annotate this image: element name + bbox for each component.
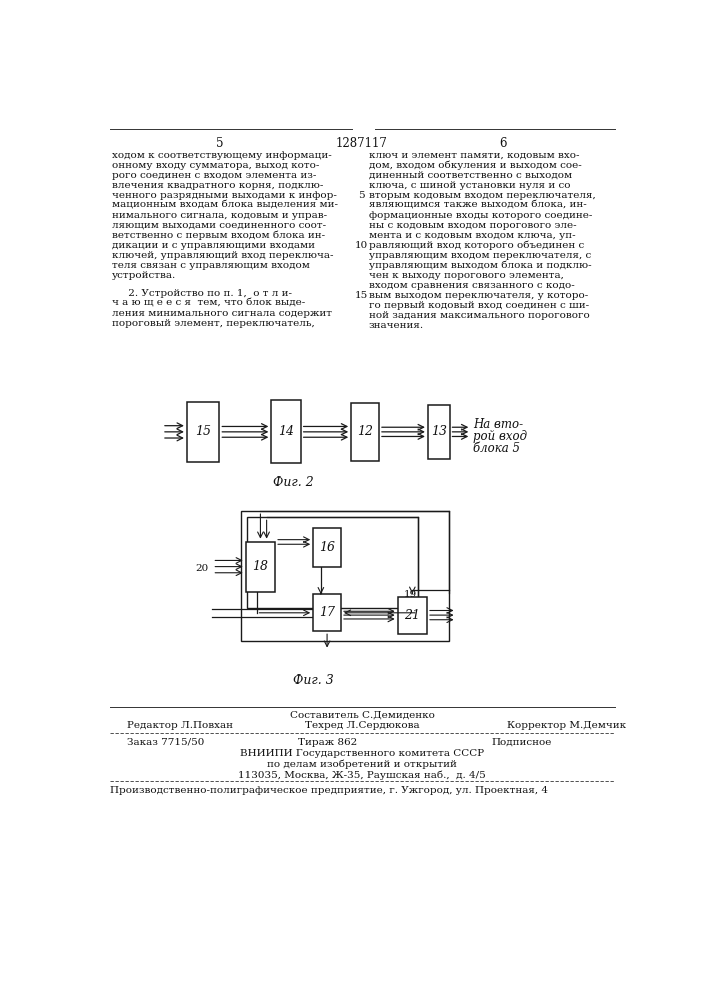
Text: 17: 17	[319, 606, 335, 619]
Text: ляющим выходами соединенного соот-: ляющим выходами соединенного соот-	[112, 221, 326, 230]
Text: 6: 6	[499, 137, 507, 150]
Text: влечения квадратного корня, подклю-: влечения квадратного корня, подклю-	[112, 181, 323, 190]
Bar	[397, 597, 427, 634]
Text: являющимся также выходом блока, ин-: являющимся также выходом блока, ин-	[369, 201, 587, 210]
Text: 2. Устройство по п. 1,  о т л и-: 2. Устройство по п. 1, о т л и-	[112, 289, 291, 298]
Text: Составитель С.Демиденко: Составитель С.Демиденко	[289, 711, 434, 720]
Text: 13: 13	[431, 425, 447, 438]
Text: входом сравнения связанного с кодо-: входом сравнения связанного с кодо-	[369, 281, 575, 290]
Text: чен к выходу порогового элемента,: чен к выходу порогового элемента,	[369, 271, 563, 280]
Text: вторым кодовым входом переключателя,: вторым кодовым входом переключателя,	[369, 191, 596, 200]
Text: ления минимального сигнала содержит: ления минимального сигнала содержит	[112, 309, 332, 318]
Bar	[428, 405, 450, 459]
Bar	[313, 594, 341, 631]
Text: Фиг. 3: Фиг. 3	[293, 674, 334, 687]
Text: управляющим выходом блока и подклю-: управляющим выходом блока и подклю-	[369, 261, 592, 270]
Text: На вто-: На вто-	[473, 418, 523, 431]
Text: Тираж 862: Тираж 862	[298, 738, 357, 747]
Text: дом, входом обкуления и выходом сое-: дом, входом обкуления и выходом сое-	[369, 161, 582, 170]
Text: значения.: значения.	[369, 321, 424, 330]
Text: 21: 21	[404, 609, 421, 622]
Text: по делам изобретений и открытий: по делам изобретений и открытий	[267, 760, 457, 769]
Text: рого соединен с входом элемента из-: рого соединен с входом элемента из-	[112, 171, 316, 180]
Text: Производственно-полиграфическое предприятие, г. Ужгород, ул. Проектная, 4: Производственно-полиграфическое предприя…	[110, 786, 548, 795]
Text: мента и с кодовым входом ключа, уп-: мента и с кодовым входом ключа, уп-	[369, 231, 575, 240]
Text: ч а ю щ е е с я  тем, что блок выде-: ч а ю щ е е с я тем, что блок выде-	[112, 299, 305, 308]
Text: ны с кодовым входом порогового эле-: ны с кодовым входом порогового эле-	[369, 221, 576, 230]
Bar	[247, 517, 418, 608]
Text: теля связан с управляющим входом: теля связан с управляющим входом	[112, 261, 310, 270]
Text: рой вход: рой вход	[473, 430, 527, 443]
Text: Техред Л.Сердюкова: Техред Л.Сердюкова	[305, 721, 419, 730]
Text: онному входу сумматора, выход кото-: онному входу сумматора, выход кото-	[112, 161, 319, 170]
Text: Подписное: Подписное	[491, 738, 551, 747]
Text: равляющий вход которого объединен с: равляющий вход которого объединен с	[369, 241, 584, 250]
Bar	[187, 402, 219, 462]
Text: 10: 10	[354, 241, 368, 250]
Text: Фиг. 2: Фиг. 2	[274, 476, 314, 489]
Text: устройства.: устройства.	[112, 271, 176, 280]
Text: 15: 15	[195, 425, 211, 438]
Text: дикации и с управляющими входами: дикации и с управляющими входами	[112, 241, 315, 250]
Text: ченного разрядными выходами к инфор-: ченного разрядными выходами к инфор-	[112, 191, 337, 200]
Text: диненный соответственно с выходом: диненный соответственно с выходом	[369, 171, 572, 180]
Text: 1287117: 1287117	[336, 137, 388, 150]
Text: пороговый элемент, переключатель,: пороговый элемент, переключатель,	[112, 319, 315, 328]
Text: 15: 15	[354, 291, 368, 300]
Text: ВНИИПИ Государственного комитета СССР: ВНИИПИ Государственного комитета СССР	[240, 749, 484, 758]
Text: мационным входам блока выделения ми-: мационным входам блока выделения ми-	[112, 201, 338, 210]
Bar	[351, 403, 379, 461]
Text: вым выходом переключателя, у которо-: вым выходом переключателя, у которо-	[369, 291, 588, 300]
Text: 14: 14	[278, 425, 294, 438]
Bar	[241, 511, 449, 641]
Text: 12: 12	[357, 425, 373, 438]
Text: 19: 19	[404, 590, 416, 599]
Text: Заказ 7715/50: Заказ 7715/50	[127, 738, 204, 747]
Text: блока 5: блока 5	[473, 442, 520, 455]
Bar	[246, 542, 275, 592]
Text: 5: 5	[216, 137, 224, 150]
Text: ключ и элемент памяти, кодовым вхо-: ключ и элемент памяти, кодовым вхо-	[369, 151, 580, 160]
Text: ключей, управляющий вход переключа-: ключей, управляющий вход переключа-	[112, 251, 333, 260]
Text: 16: 16	[319, 541, 335, 554]
Text: го первый кодовый вход соединен с ши-: го первый кодовый вход соединен с ши-	[369, 301, 589, 310]
Text: ной задания максимального порогового: ной задания максимального порогового	[369, 311, 590, 320]
Text: ключа, с шиной установки нуля и со: ключа, с шиной установки нуля и со	[369, 181, 571, 190]
Bar	[271, 400, 300, 463]
Text: Корректор М.Демчик: Корректор М.Демчик	[507, 721, 626, 730]
Text: нимального сигнала, кодовым и управ-: нимального сигнала, кодовым и управ-	[112, 211, 327, 220]
Text: 5: 5	[358, 191, 365, 200]
Text: 113035, Москва, Ж-35, Раушская наб.,  д. 4/5: 113035, Москва, Ж-35, Раушская наб., д. …	[238, 771, 486, 780]
Text: формационные входы которого соедине-: формационные входы которого соедине-	[369, 211, 592, 220]
Text: управляющим входом переключателя, с: управляющим входом переключателя, с	[369, 251, 591, 260]
Text: ветственно с первым входом блока ин-: ветственно с первым входом блока ин-	[112, 231, 325, 240]
Bar	[313, 528, 341, 567]
Text: 18: 18	[252, 560, 269, 573]
Text: Редактор Л.Повхан: Редактор Л.Повхан	[127, 721, 233, 730]
Text: ходом к соответствующему информаци-: ходом к соответствующему информаци-	[112, 151, 332, 160]
Text: 20: 20	[195, 564, 209, 573]
